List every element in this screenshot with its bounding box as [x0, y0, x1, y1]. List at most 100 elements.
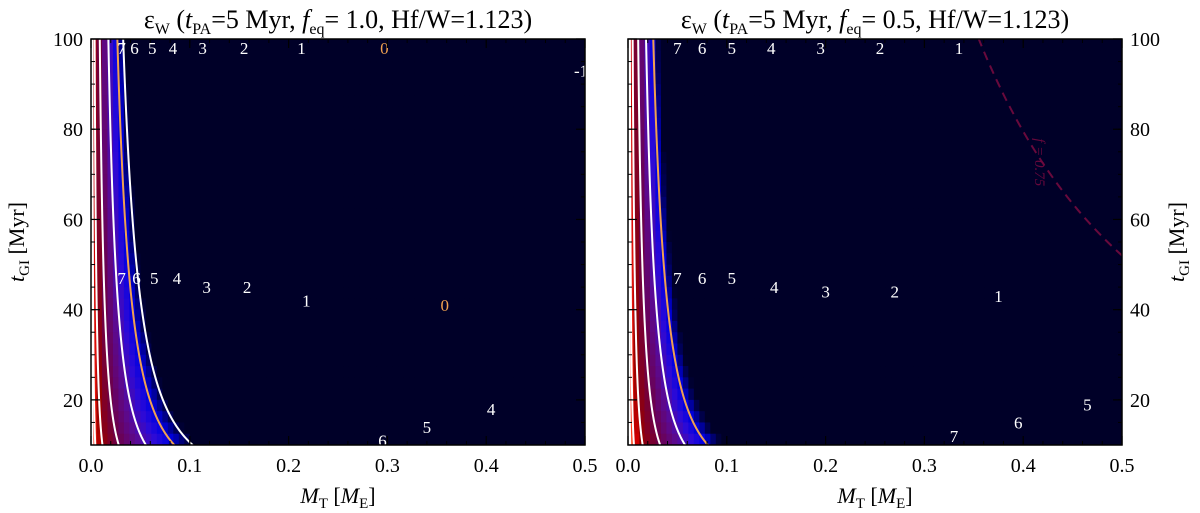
heatmap-cell [101, 84, 109, 96]
heatmap-cell [699, 320, 706, 333]
heatmap-cell [321, 208, 328, 221]
heatmap-cell [682, 242, 689, 254]
heatmap-cell [189, 264, 196, 277]
heatmap-cell [660, 39, 668, 51]
heatmap-cell [294, 399, 301, 412]
heatmap-cell [370, 377, 378, 390]
heatmap-cell [387, 163, 394, 175]
heatmap-cell [184, 174, 191, 187]
heatmap-cell [798, 140, 805, 153]
heatmap-cell [200, 163, 207, 175]
heatmap-cell [200, 388, 207, 401]
heatmap-cell [638, 61, 646, 74]
heatmap-cell [310, 196, 317, 209]
heatmap-cell [96, 106, 103, 119]
heatmap-cell [403, 95, 410, 108]
heatmap-cell [552, 230, 559, 243]
heatmap-cell [726, 399, 733, 412]
heatmap-cell [579, 72, 585, 85]
heatmap-cell [666, 72, 673, 85]
heatmap-cell [710, 377, 717, 390]
heatmap-cell [96, 219, 103, 232]
heatmap-cell [864, 219, 871, 232]
heatmap-cell [524, 185, 531, 198]
heatmap-cell [535, 343, 542, 356]
heatmap-cell [732, 151, 739, 164]
heatmap-cell [765, 72, 772, 85]
heatmap-cell [715, 117, 722, 130]
heatmap-cell [392, 320, 399, 333]
heatmap-cell [233, 174, 240, 187]
heatmap-cell [299, 230, 306, 243]
heatmap-cell [820, 174, 827, 187]
heatmap-cell [519, 72, 526, 85]
heatmap-cell [420, 163, 427, 175]
heatmap-cell [825, 422, 832, 435]
heatmap-cell [370, 422, 378, 435]
heatmap-cell [123, 61, 131, 74]
heatmap-cell [96, 433, 103, 445]
heatmap-cell [145, 264, 152, 277]
heatmap-cell [206, 196, 213, 209]
heatmap-cell [283, 332, 290, 345]
heatmap-cell [414, 298, 421, 311]
heatmap-cell [91, 275, 98, 288]
heatmap-cell [563, 242, 570, 254]
heatmap-cell [765, 343, 772, 356]
heatmap-cell [748, 230, 755, 243]
heatmap-cell [546, 50, 553, 63]
heatmap-cell [327, 411, 334, 424]
heatmap-cell [359, 50, 367, 63]
heatmap-cell [715, 230, 722, 243]
heatmap-cell [743, 320, 750, 333]
heatmap-cell [770, 332, 777, 345]
heatmap-cell [732, 106, 739, 119]
heatmap-cell [633, 219, 640, 232]
heatmap-cell [704, 388, 711, 401]
heatmap-cell [151, 309, 158, 322]
heatmap-cell [414, 61, 421, 74]
heatmap-cell [327, 343, 334, 356]
heatmap-cell [633, 196, 640, 209]
heatmap-cell [316, 298, 323, 311]
heatmap-cell [222, 185, 229, 198]
heatmap-cell [787, 422, 794, 435]
heatmap-cell [732, 422, 739, 435]
heatmap-cell [666, 253, 673, 266]
heatmap-cell [502, 242, 509, 254]
heatmap-cell [530, 320, 537, 333]
heatmap-cell [858, 320, 865, 333]
heatmap-cell [272, 230, 279, 243]
heatmap-cell [101, 39, 109, 51]
heatmap-cell [814, 366, 821, 378]
heatmap-cell [699, 242, 706, 254]
heatmap-cell [858, 84, 865, 96]
heatmap-cell [261, 309, 268, 322]
heatmap-cell [513, 185, 520, 198]
heatmap-cell [266, 287, 273, 299]
heatmap-cell [118, 320, 125, 333]
heatmap-cell [644, 163, 651, 175]
heatmap-cell [781, 174, 788, 187]
heatmap-cell [398, 61, 405, 74]
heatmap-cell [638, 106, 646, 119]
heatmap-cell [118, 399, 125, 412]
heatmap-cell [781, 242, 788, 254]
heatmap-cell [442, 151, 449, 164]
heatmap-cell [502, 366, 509, 378]
heatmap-cell [277, 39, 284, 51]
heatmap-cell [398, 332, 405, 345]
heatmap-cell [781, 287, 788, 299]
heatmap-cell [365, 39, 372, 51]
heatmap-cell [239, 230, 246, 243]
heatmap-cell [710, 61, 717, 74]
heatmap-cell [754, 129, 761, 142]
heatmap-cell [288, 61, 295, 74]
heatmap-cell [743, 39, 750, 51]
heatmap-cell [283, 230, 290, 243]
heatmap-cell [792, 95, 799, 108]
heatmap-cell [233, 343, 240, 356]
heatmap-cell [535, 208, 542, 221]
heatmap-cell [140, 377, 147, 390]
heatmap-cell [266, 366, 273, 378]
